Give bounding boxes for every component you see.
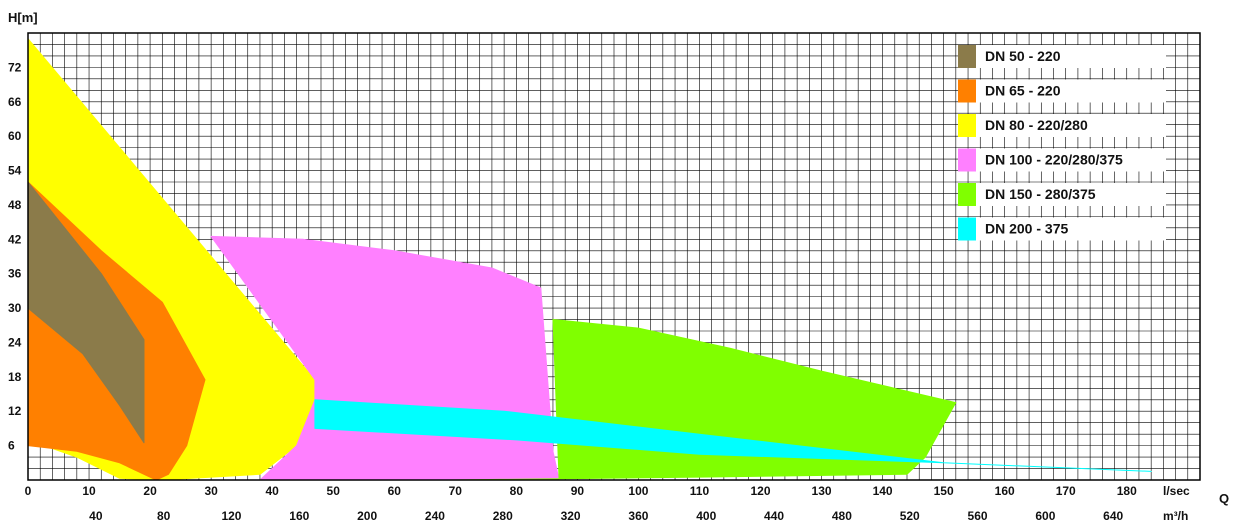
x-secondary-tick-label: 560 <box>968 509 988 523</box>
legend-swatch <box>958 148 976 172</box>
x-secondary-tick-label: 200 <box>357 509 377 523</box>
x-primary-tick-label: 70 <box>449 484 463 498</box>
y-tick-label: 54 <box>8 164 22 178</box>
x-secondary-tick-label: 440 <box>764 509 784 523</box>
x-secondary-tick-label: 80 <box>157 509 171 523</box>
y-tick-label: 42 <box>8 232 22 246</box>
x-secondary-tick-label: 240 <box>425 509 445 523</box>
legend-swatch <box>958 45 976 68</box>
x-primary-tick-label: 150 <box>934 484 954 498</box>
legend-item-bg <box>958 114 1166 137</box>
legend: DN 50 - 220 DN 65 - 220 DN 80 - 220/280 DN … <box>958 45 1166 241</box>
x-primary-tick-label: 120 <box>750 484 770 498</box>
legend-label: DN 50 - 220 <box>985 48 1061 64</box>
x-primary-tick-label: 20 <box>143 484 157 498</box>
x-secondary-tick-label: 280 <box>493 509 513 523</box>
y-tick-label: 66 <box>8 95 22 109</box>
y-tick-label: 72 <box>8 60 22 74</box>
y-axis-label: H[m] <box>8 10 38 25</box>
x-secondary-tick-labels: 40 80 120 160 200 240 280 320 360 400 440 480 520 560… <box>89 509 1123 523</box>
legend-swatch <box>958 114 976 137</box>
x-primary-tick-label: 170 <box>1056 484 1076 498</box>
y-tick-labels: 6 12 18 24 30 36 42 48 54 60 66 72 <box>8 60 22 452</box>
x-primary-tick-label: 0 <box>25 484 32 498</box>
series-area-5 <box>314 399 1152 472</box>
legend-swatch <box>958 183 976 206</box>
legend-label: DN 80 - 220/280 <box>985 117 1088 133</box>
x-primary-tick-label: 10 <box>82 484 96 498</box>
legend-label: DN 65 - 220 <box>985 83 1061 99</box>
plot-frame <box>27 32 1201 481</box>
legend-label: DN 200 - 375 <box>985 221 1068 237</box>
legend-item-bg <box>958 217 1166 241</box>
x-secondary-tick-label: 400 <box>696 509 716 523</box>
x-secondary-tick-label: 520 <box>900 509 920 523</box>
y-tick-label: 30 <box>8 301 22 315</box>
y-tick-label: 36 <box>8 267 22 281</box>
x-secondary-unit-label: m³/h <box>1163 509 1188 523</box>
series-areas <box>27 38 1152 481</box>
y-tick-label: 12 <box>8 404 22 418</box>
x-primary-tick-label: 110 <box>690 484 710 498</box>
y-tick-label: 24 <box>8 335 22 349</box>
x-secondary-tick-label: 320 <box>561 509 581 523</box>
legend-item-bg <box>958 79 1166 103</box>
x-secondary-tick-label: 480 <box>832 509 852 523</box>
legend-swatch <box>958 217 976 241</box>
x-secondary-tick-label: 160 <box>289 509 309 523</box>
x-secondary-tick-label: 360 <box>628 509 648 523</box>
x-secondary-tick-label: 40 <box>89 509 103 523</box>
legend-item-bg <box>958 148 1166 172</box>
x-primary-tick-label: 40 <box>265 484 279 498</box>
x-primary-tick-label: 60 <box>388 484 402 498</box>
x-secondary-tick-label: 640 <box>1103 509 1123 523</box>
legend-item-bg <box>958 45 1166 68</box>
y-tick-label: 18 <box>8 370 22 384</box>
y-tick-label: 48 <box>8 198 22 212</box>
x-primary-tick-label: 50 <box>327 484 341 498</box>
legend-swatch <box>958 79 976 103</box>
y-tick-label: 60 <box>8 129 22 143</box>
x-axis-label: Q <box>1219 491 1229 506</box>
x-primary-tick-label: 160 <box>995 484 1015 498</box>
x-primary-unit-label: l/sec <box>1163 484 1190 498</box>
legend-item-bg <box>958 183 1166 206</box>
x-primary-tick-label: 180 <box>1117 484 1137 498</box>
legend-label: DN 150 - 280/375 <box>985 186 1096 202</box>
x-primary-tick-label: 100 <box>628 484 648 498</box>
x-primary-tick-label: 90 <box>571 484 585 498</box>
x-primary-tick-label: 80 <box>510 484 524 498</box>
x-secondary-tick-label: 120 <box>221 509 241 523</box>
x-secondary-tick-label: 600 <box>1035 509 1055 523</box>
y-tick-label: 6 <box>8 439 15 453</box>
legend-label: DN 100 - 220/280/375 <box>985 152 1123 168</box>
series-area-4 <box>27 181 145 444</box>
x-primary-tick-label: 140 <box>873 484 893 498</box>
x-primary-tick-labels: 0 10 20 30 40 50 60 70 80 90 100 110 120 130 140 150 160… <box>25 484 1137 498</box>
x-primary-tick-label: 130 <box>812 484 832 498</box>
x-primary-tick-label: 30 <box>204 484 218 498</box>
